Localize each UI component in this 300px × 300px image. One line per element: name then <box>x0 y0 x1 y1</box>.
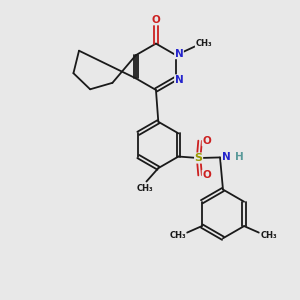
Text: O: O <box>202 170 211 180</box>
Text: N: N <box>175 49 183 59</box>
Text: CH₃: CH₃ <box>169 230 186 239</box>
Text: N: N <box>222 152 231 162</box>
Text: H: H <box>235 152 244 162</box>
Text: N: N <box>175 75 183 85</box>
Text: O: O <box>202 136 211 146</box>
Text: S: S <box>195 153 203 163</box>
Text: CH₃: CH₃ <box>136 184 153 193</box>
Text: O: O <box>152 15 160 25</box>
Text: CH₃: CH₃ <box>260 230 277 239</box>
Text: CH₃: CH₃ <box>195 39 212 48</box>
